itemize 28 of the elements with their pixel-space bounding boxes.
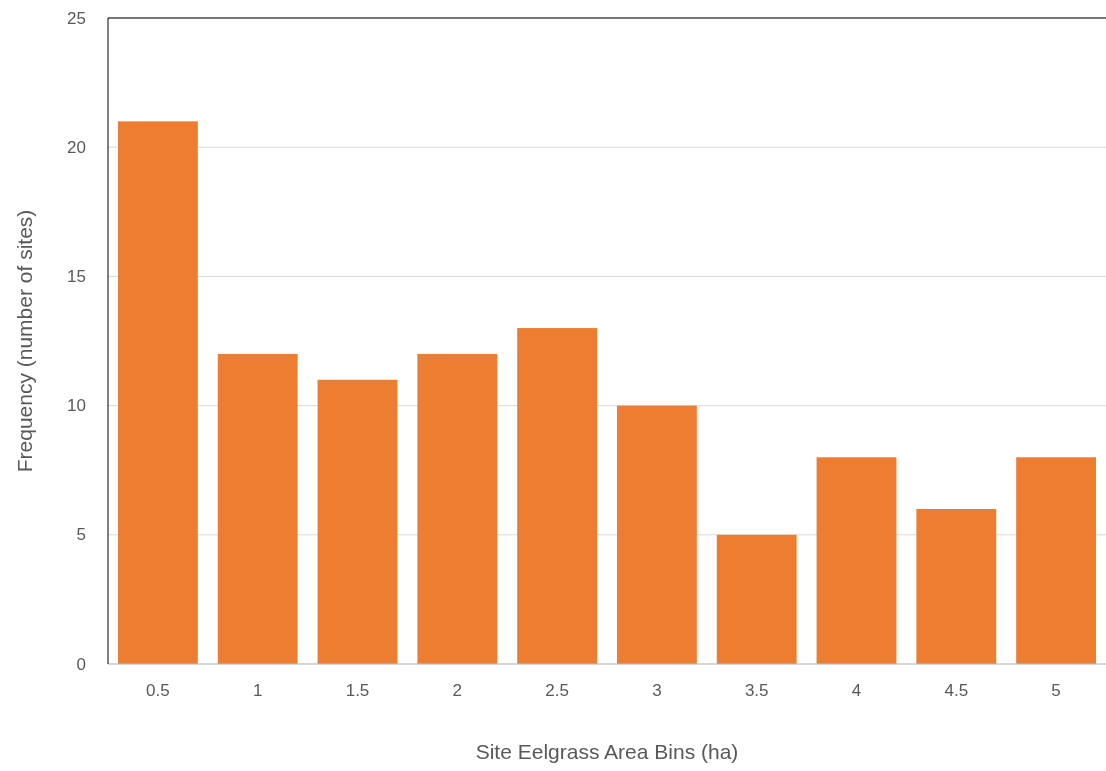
y-tick-label: 25 <box>67 8 86 28</box>
bar <box>317 379 398 664</box>
bar <box>417 353 498 664</box>
x-tick-label: 1 <box>252 681 263 700</box>
y-axis-title: Frequency (number of sites) <box>13 209 36 473</box>
x-tick-label: 3 <box>652 681 662 700</box>
bar <box>816 457 897 664</box>
x-tick-label: 4.5 <box>944 681 969 700</box>
x-tick-label: 2 <box>452 681 463 700</box>
x-tick-label: 3.5 <box>744 681 769 700</box>
y-tick-label: 15 <box>67 266 86 286</box>
bar <box>517 328 598 664</box>
y-tick-label: 10 <box>67 396 86 416</box>
x-axis-title: Site Eelgrass Area Bins (ha) <box>475 740 739 763</box>
bar <box>616 405 697 664</box>
x-tick-label: 5 <box>1051 681 1061 700</box>
x-tick-label: 2.5 <box>545 681 569 700</box>
bar <box>1016 457 1097 664</box>
x-tick-label: 1.5 <box>345 681 370 700</box>
bar <box>217 353 298 664</box>
y-tick-label: 5 <box>76 525 86 545</box>
x-tick-label: 0.5 <box>146 681 170 700</box>
bar <box>716 534 797 664</box>
y-tick-label: 0 <box>76 654 86 674</box>
y-tick-label: 20 <box>67 137 86 157</box>
bar <box>117 121 198 664</box>
bar <box>916 508 997 664</box>
x-tick-label: 4 <box>851 681 862 700</box>
